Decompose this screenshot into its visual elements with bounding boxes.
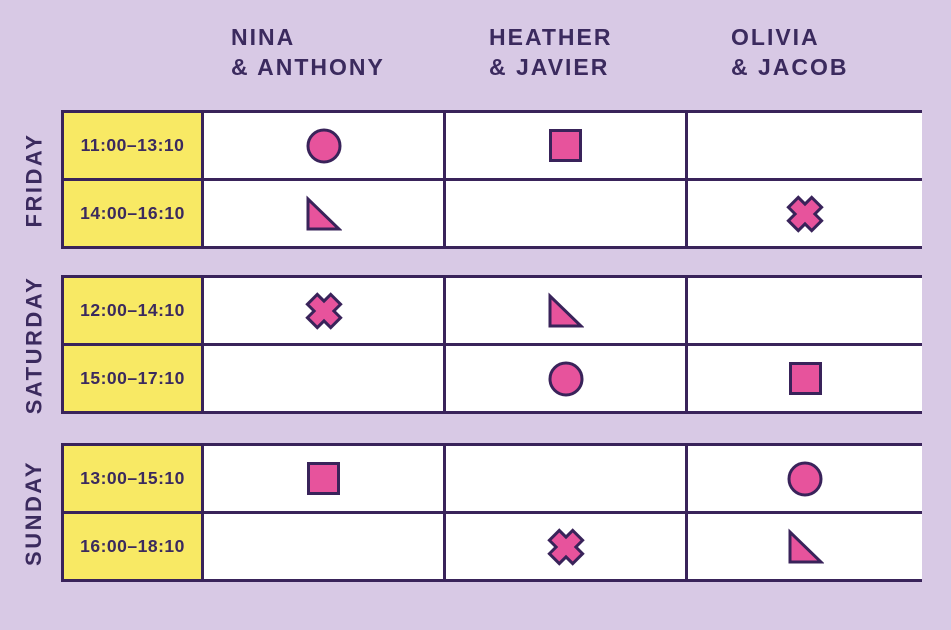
schedule-cell (688, 346, 922, 411)
circle-icon (305, 127, 343, 165)
column-header-nina-anthony: NINA & ANTHONY (231, 22, 385, 82)
square-icon (788, 362, 822, 395)
cross-icon (784, 193, 826, 235)
time-cell: 15:00–17:10 (64, 346, 201, 411)
schedule-cell (446, 278, 685, 343)
column-header-heather-javier: HEATHER & JAVIER (489, 22, 612, 82)
sunday-schedule-table: 13:00–15:10 16:00–18:10 (61, 443, 922, 582)
column-header-line2: & JAVIER (489, 54, 610, 80)
circle-icon (786, 460, 824, 498)
schedule-cell (204, 181, 443, 246)
cross-icon (303, 290, 345, 332)
day-label-text: FRIDAY (21, 132, 46, 227)
cross-icon (545, 526, 587, 568)
day-label-text: SATURDAY (21, 275, 47, 414)
schedule-cell (688, 113, 922, 178)
column-header-line1: HEATHER (489, 24, 613, 50)
friday-schedule-table: 11:00–13:10 14:00–16:10 (61, 110, 922, 249)
column-header-line2: & JACOB (731, 54, 849, 80)
schedule-cell (688, 514, 922, 579)
day-label-friday: FRIDAY (13, 110, 55, 249)
schedule-cell (446, 113, 685, 178)
schedule-cell (688, 181, 922, 246)
schedule-cell (446, 514, 685, 579)
square-icon (549, 129, 582, 162)
circle-icon (547, 360, 585, 398)
square-icon (307, 462, 340, 495)
schedule-cell (204, 278, 443, 343)
column-header-olivia-jacob: OLIVIA & JACOB (731, 22, 849, 82)
day-label-sunday: SUNDAY (13, 443, 55, 582)
triangle-icon (547, 292, 585, 329)
schedule-cell (446, 181, 685, 246)
schedule-cell (446, 446, 685, 511)
triangle-icon (305, 195, 343, 232)
schedule-cell (204, 113, 443, 178)
column-header-line1: OLIVIA (731, 24, 820, 50)
schedule-cell (688, 278, 922, 343)
column-header-line1: NINA (231, 24, 296, 50)
time-cell: 13:00–15:10 (64, 446, 201, 511)
triangle-icon (787, 528, 825, 565)
schedule-cell (204, 346, 443, 411)
schedule-cell (204, 514, 443, 579)
schedule-cell (446, 346, 685, 411)
saturday-schedule-table: 12:00–14:10 15:00–17:10 (61, 275, 922, 414)
time-cell: 16:00–18:10 (64, 514, 201, 579)
schedule-cell (688, 446, 922, 511)
schedule-cell (204, 446, 443, 511)
column-header-line2: & ANTHONY (231, 54, 385, 80)
time-cell: 14:00–16:10 (64, 181, 201, 246)
day-label-saturday: SATURDAY (13, 275, 55, 414)
time-cell: 12:00–14:10 (64, 278, 201, 343)
time-cell: 11:00–13:10 (64, 113, 201, 178)
day-label-text: SUNDAY (21, 459, 47, 566)
